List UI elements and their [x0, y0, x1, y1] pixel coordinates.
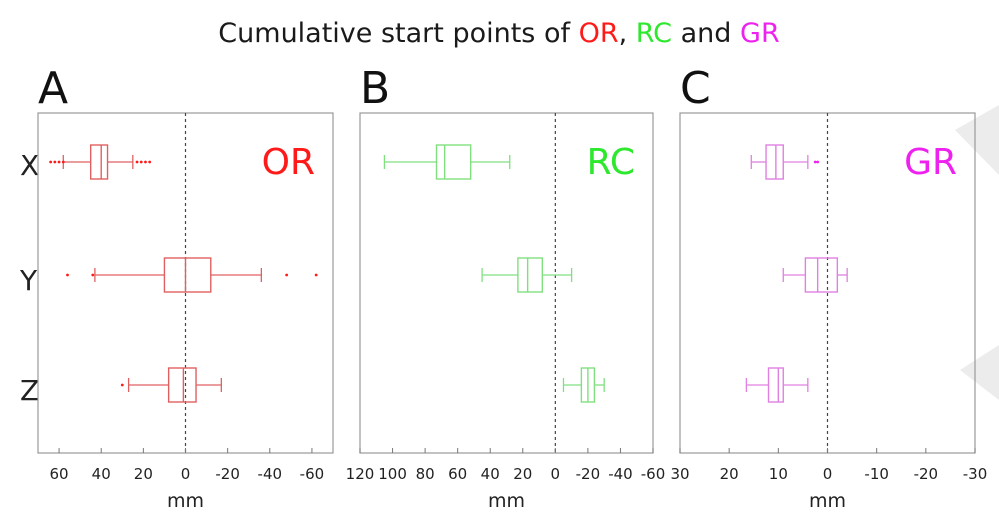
box-iqr: [804, 257, 839, 293]
x-axis-label: mm: [488, 490, 525, 512]
box-z: [745, 367, 809, 403]
title-rc: RC: [636, 18, 672, 49]
panel-tag: GR: [904, 142, 957, 183]
box-z: [120, 367, 222, 403]
row-label-z: Z: [20, 374, 39, 407]
outlier-point: [120, 383, 124, 387]
panel-c: C GR 30 20 10 0 -10 -20 -30 mm: [670, 63, 987, 512]
outlier-point: [53, 160, 57, 164]
x-tick-label: -60: [300, 465, 325, 483]
x-tick-label: 80: [416, 465, 435, 483]
x-tick-label: -20: [576, 465, 601, 483]
title-prefix: Cumulative start points of: [218, 18, 578, 49]
box-iqr: [435, 144, 472, 180]
outlier-point: [49, 160, 53, 164]
plot-frame: [359, 112, 654, 454]
box-x: [383, 144, 511, 180]
outlier-point: [314, 273, 318, 277]
x-tick-label: -60: [641, 465, 666, 483]
x-tick-label: -40: [608, 465, 633, 483]
box-y: [481, 257, 573, 293]
outlier-point: [148, 160, 152, 164]
title-gr: GR: [740, 18, 780, 49]
box-iqr: [765, 144, 784, 180]
x-tick-label: 0: [181, 465, 191, 483]
title-sep2: and: [672, 18, 740, 49]
x-tick-label: -20: [914, 465, 939, 483]
x-tick-label: -40: [258, 465, 283, 483]
x-axis-label: mm: [167, 490, 204, 512]
x-tick-label: -10: [864, 465, 889, 483]
box-y: [66, 257, 318, 293]
x-axis-label: mm: [809, 490, 846, 512]
outlier-point: [135, 160, 139, 164]
title-sep1: ,: [619, 18, 636, 49]
x-tick-label: 0: [551, 465, 561, 483]
panel-a: A OR 60 40 20 0 -20 -40 -60 mm: [37, 63, 334, 512]
chart-title: Cumulative start points of OR, RC and GR: [218, 18, 779, 49]
box-x: [49, 144, 152, 180]
row-label-x: X: [20, 149, 39, 182]
outlier-point: [285, 273, 289, 277]
x-tick-label: 10: [769, 465, 788, 483]
x-tick-label: 40: [481, 465, 500, 483]
row-label-y: Y: [19, 264, 38, 297]
x-tick-label: 100: [378, 465, 407, 483]
x-tick-label: 30: [670, 465, 689, 483]
x-tick-label: 20: [134, 465, 153, 483]
panel-tag: OR: [262, 142, 315, 183]
box-y: [782, 257, 848, 293]
panel-letter: C: [680, 63, 711, 114]
box-iqr: [517, 257, 544, 293]
box-x: [750, 144, 820, 180]
watermark-shape: [960, 345, 999, 400]
x-tick-label: 20: [720, 465, 739, 483]
box-iqr: [163, 257, 212, 293]
outlier-point: [91, 273, 95, 277]
outlier-point: [813, 160, 817, 164]
panel-letter: A: [38, 63, 68, 114]
outlier-point: [66, 273, 69, 277]
watermark-shape: [955, 105, 999, 175]
box-iqr: [89, 144, 109, 180]
x-tick-label: 60: [50, 465, 69, 483]
box-iqr: [167, 367, 197, 403]
x-tick-label: 40: [92, 465, 111, 483]
outlier-point: [61, 160, 65, 164]
box-iqr: [767, 367, 784, 403]
box-z: [562, 367, 605, 403]
outlier-point: [57, 160, 61, 164]
panel-letter: B: [360, 63, 390, 114]
x-tick-label: -30: [963, 465, 988, 483]
outlier-point: [144, 160, 147, 164]
panel-tag: RC: [587, 142, 635, 183]
panel-b: B RC 120 100 80 60 40 20 0 -20 -40 -60 mm: [346, 63, 666, 512]
outlier-point: [139, 160, 143, 164]
x-tick-label: 120: [346, 465, 375, 483]
outlier-point: [816, 160, 820, 164]
x-tick-label: 0: [823, 465, 833, 483]
x-tick-label: 60: [448, 465, 467, 483]
title-or: OR: [579, 18, 619, 49]
x-tick-label: -20: [215, 465, 240, 483]
x-tick-label: 20: [513, 465, 532, 483]
